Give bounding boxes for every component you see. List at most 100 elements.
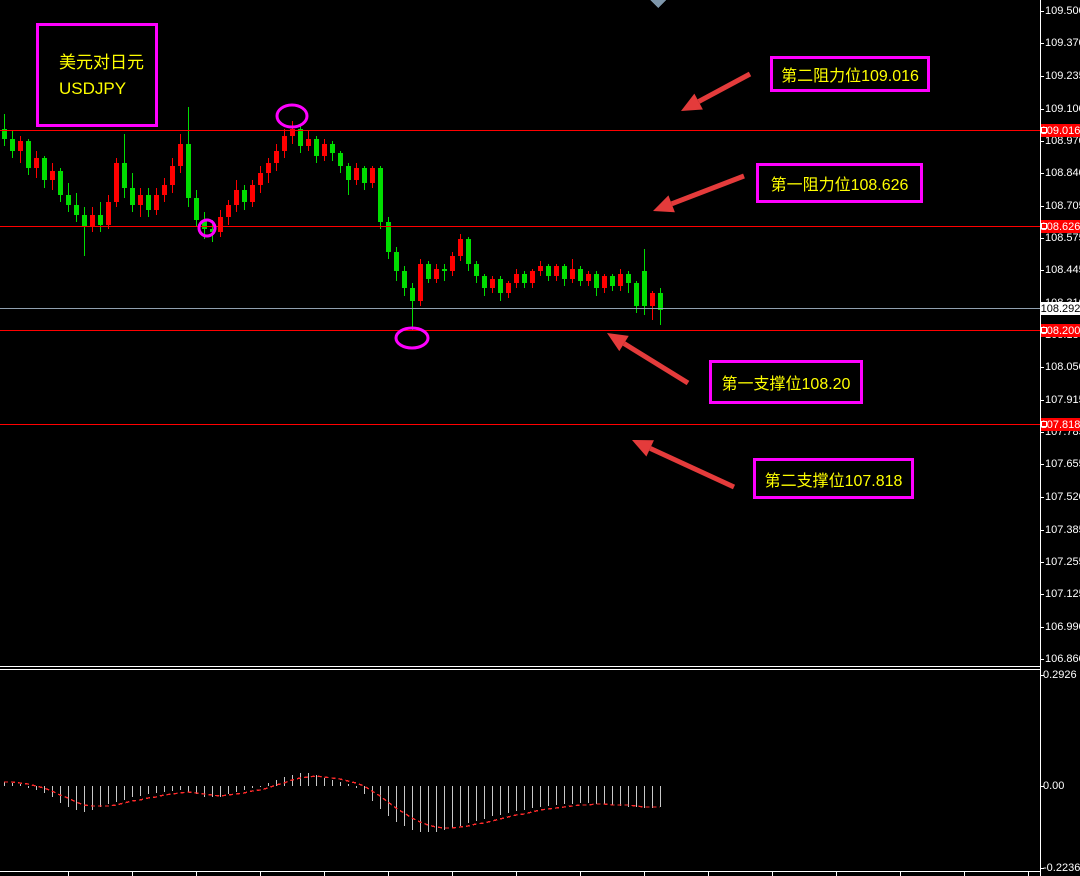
candle-body <box>386 222 391 252</box>
level-price-tag: 107.818 <box>1040 418 1080 431</box>
histogram-bar <box>324 778 325 786</box>
candle-body <box>194 198 199 220</box>
ellipse-pullback-low[interactable] <box>197 218 217 238</box>
price-axis-label: 108.575 <box>1045 232 1080 244</box>
arrow-to-support1-head[interactable] <box>607 333 629 352</box>
ellipse-support-test[interactable] <box>394 326 430 350</box>
horizontal-level-line[interactable] <box>0 226 1040 227</box>
price-axis-tick <box>1040 367 1044 368</box>
price-axis-tick <box>1040 432 1044 433</box>
candle-body <box>418 264 423 301</box>
price-axis-label: 107.915 <box>1045 394 1080 406</box>
price-axis-label: 106.990 <box>1045 621 1080 633</box>
histogram-bar <box>180 786 181 790</box>
histogram-bar <box>92 786 93 810</box>
candle-body <box>282 136 287 151</box>
candle-body <box>442 269 447 271</box>
price-axis-label: 106.860 <box>1045 653 1080 665</box>
histogram-bar <box>532 786 533 808</box>
histogram-bar <box>476 786 477 821</box>
candle-body <box>426 264 431 279</box>
histogram-bar <box>612 786 613 805</box>
horizontal-level-line[interactable] <box>0 424 1040 425</box>
annotation-support1-box[interactable]: 第一支撑位108.20 <box>709 360 863 404</box>
histogram-bar <box>548 786 549 806</box>
candle-body <box>618 274 623 286</box>
horizontal-level-line[interactable] <box>0 130 1040 131</box>
candle-body <box>226 205 231 217</box>
annotation-resistance2-box[interactable]: 第二阻力位109.016 <box>770 56 930 92</box>
candle-body <box>34 158 39 168</box>
price-axis-label: 107.385 <box>1045 524 1080 536</box>
annotation-resistance1-box[interactable]: 第一阻力位108.626 <box>756 163 923 203</box>
price-axis-label: 109.370 <box>1045 37 1080 49</box>
histogram-bar <box>356 786 357 788</box>
histogram-bar <box>244 786 245 790</box>
histogram-bar <box>508 786 509 813</box>
horizontal-level-line[interactable] <box>0 330 1040 331</box>
arrow-to-resistance1[interactable] <box>670 173 745 207</box>
histogram-bar <box>132 786 133 797</box>
candle-wick <box>444 264 445 281</box>
histogram-bar <box>484 786 485 819</box>
candle-body <box>98 215 103 225</box>
candle-body <box>586 274 591 281</box>
candle-body <box>570 269 575 279</box>
histogram-bar <box>636 786 637 807</box>
arrow-to-resistance2-head[interactable] <box>681 93 703 111</box>
histogram-bar <box>364 786 365 794</box>
histogram-bar <box>660 786 661 807</box>
histogram-bar <box>268 783 269 786</box>
level-line-handle[interactable] <box>1041 421 1047 427</box>
symbol-label-box[interactable]: 美元对日元 USDJPY <box>36 23 158 127</box>
candle-body <box>298 129 303 146</box>
arrow-to-resistance1-head[interactable] <box>653 195 675 213</box>
candle-body <box>650 293 655 306</box>
arrow-to-resistance2[interactable] <box>697 71 752 104</box>
price-axis-label: 107.520 <box>1045 491 1080 503</box>
candle-body <box>274 151 279 163</box>
price-axis-tick <box>1040 659 1044 660</box>
level-line-handle[interactable] <box>1041 327 1047 333</box>
histogram-bar <box>388 786 389 816</box>
level-line-handle[interactable] <box>1041 127 1047 133</box>
panel-separator-line[interactable] <box>0 666 1040 667</box>
candle-body <box>642 271 647 306</box>
candle-body <box>290 129 295 136</box>
signal-line <box>4 775 660 829</box>
histogram-bar <box>196 786 197 794</box>
arrow-to-support2[interactable] <box>649 446 736 490</box>
histogram-bar <box>580 786 581 803</box>
histogram-bar <box>500 786 501 815</box>
indicator-axis-label: 0.00 <box>1043 780 1065 792</box>
candle-body <box>314 139 319 156</box>
candle-wick <box>412 283 413 330</box>
histogram-bar <box>372 786 373 801</box>
histogram-bar <box>220 786 221 797</box>
histogram-bar <box>588 786 589 803</box>
price-axis-label: 109.100 <box>1045 103 1080 115</box>
price-axis-tick <box>1040 530 1044 531</box>
histogram-bar <box>564 786 565 804</box>
histogram-bar <box>156 786 157 793</box>
ellipse-peak-high[interactable] <box>275 103 309 129</box>
candle-body <box>258 173 263 185</box>
candle-body <box>514 274 519 283</box>
chart-shift-marker-icon <box>650 0 666 8</box>
histogram-bar <box>380 786 381 809</box>
histogram-bar <box>308 773 309 786</box>
arrow-to-support2-head[interactable] <box>632 440 654 457</box>
candle-body <box>402 271 407 288</box>
panel-separator-line[interactable] <box>0 669 1040 670</box>
arrow-to-support1[interactable] <box>622 341 690 386</box>
candle-body <box>210 229 215 232</box>
price-axis-tick <box>1040 173 1044 174</box>
histogram-bar <box>468 786 469 823</box>
histogram-bar <box>28 786 29 788</box>
indicator-axis-tick <box>1040 868 1044 869</box>
candle-body <box>146 195 151 210</box>
annotation-support2-box[interactable]: 第二支撑位107.818 <box>753 458 914 499</box>
candle-body <box>178 144 183 166</box>
level-line-handle[interactable] <box>1041 223 1047 229</box>
